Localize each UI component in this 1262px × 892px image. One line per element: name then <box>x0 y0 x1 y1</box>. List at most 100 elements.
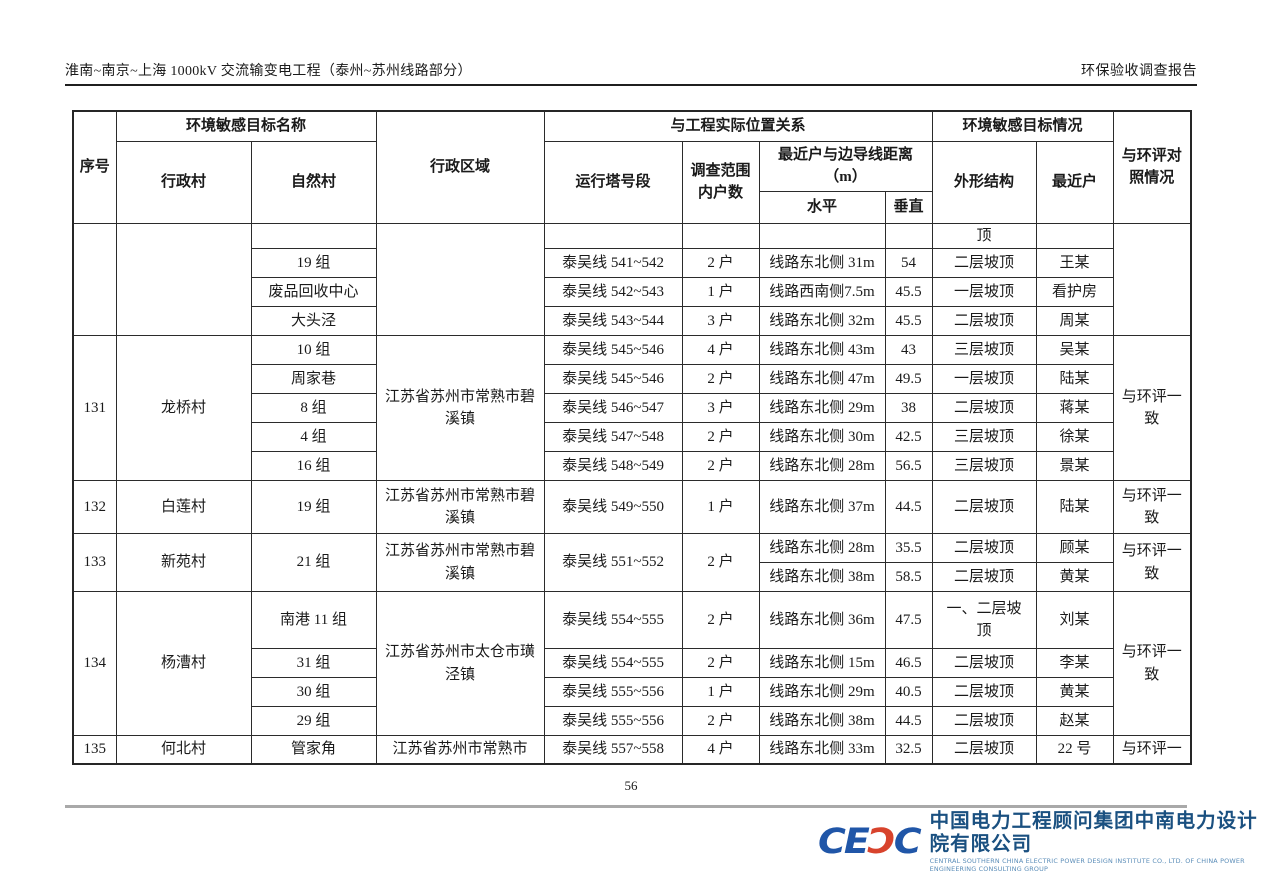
table-cell: 2 户 <box>681 706 760 736</box>
table-cell: 泰吴线 546~547 <box>543 393 683 423</box>
table-cell: 二层坡顶 <box>931 562 1037 592</box>
company-name-en: CENTRAL SOUTHERN CHINA ELECTRIC POWER DE… <box>929 857 1245 874</box>
table-row: 31 组 泰吴线 554~555 2 户线路东北侧 15m 46.5 二层坡顶 李某 <box>73 648 1191 678</box>
table-cell: 与环评一 <box>1112 735 1192 764</box>
table-cell: 新苑村 <box>115 533 252 592</box>
table-cell: 线路东北侧 30m <box>758 422 886 452</box>
table-cell: 徐某 <box>1035 422 1114 452</box>
header-row-3: 水平 垂直 <box>73 190 1191 224</box>
table-cell: 31 组 <box>250 648 377 678</box>
table-cell: 何北村 <box>115 735 252 764</box>
table-cell: 泰吴线 549~550 <box>543 480 683 534</box>
col-header-distance: 最近户与边导线距离（m） <box>758 140 933 192</box>
table-cell: 泰吴线 554~555 <box>543 648 683 678</box>
table-cell: 46.5 <box>884 648 933 678</box>
table-cell: 58.5 <box>884 562 933 592</box>
table-cell: 35.5 <box>884 533 933 563</box>
table-cell: 线路东北侧 43m <box>758 335 886 365</box>
table-cell: 4 户 <box>681 735 760 764</box>
footer-divider <box>65 805 1187 808</box>
cesc-logo-icon: CEƆC <box>818 820 922 862</box>
table-cell: 顶 <box>931 222 1037 249</box>
table-cell: 10 组 <box>250 335 377 365</box>
header-row-1: 序号 环境敏感目标名称 行政区域 与工程实际位置关系 环境敏感目标情况 与环评对… <box>72 110 1192 224</box>
table-cell: 8 组 <box>250 393 377 423</box>
table-cell: 54 <box>884 248 933 278</box>
table-cell: 线路东北侧 28m <box>758 451 886 481</box>
table-cell: 19 组 <box>250 480 377 534</box>
col-header-households: 调查范围内户数 <box>681 140 760 224</box>
company-logo: CEƆC 中国电力工程顾问集团中南电力设计院有限公司 CENTRAL SOUTH… <box>818 809 1262 874</box>
table-cell: 2 户 <box>681 364 760 394</box>
page-number: 56 <box>624 778 638 793</box>
table-cell <box>375 222 545 336</box>
table-cell: 顾某 <box>1035 533 1114 563</box>
table-cell: 一、二层坡 顶 <box>931 591 1037 649</box>
table-cell: 黄某 <box>1035 677 1114 707</box>
table-cell: 线路东北侧 29m <box>758 393 886 423</box>
table-cell: 38 <box>884 393 933 423</box>
header-report-title: 环保验收调查报告 <box>1081 64 1197 79</box>
col-header-target-name-group: 环境敏感目标名称 <box>115 110 377 142</box>
table-cell: 21 组 <box>250 533 377 592</box>
logo-letter-blue: C <box>818 820 846 862</box>
table-cell: 4 户 <box>681 335 760 365</box>
table-cell: 与环评一致 <box>1112 480 1192 534</box>
table-row: 大头泾 泰吴线 543~544 3 户线路东北侧 32m 45.5 二层坡顶 周某 <box>73 306 1191 336</box>
table-cell: 泰吴线 545~546 <box>543 335 683 365</box>
table-cell: 3 户 <box>681 306 760 336</box>
table-cell: 三层坡顶 <box>931 335 1037 365</box>
col-header-nearest: 最近户 <box>1035 140 1114 224</box>
table-cell: 44.5 <box>884 480 933 534</box>
table-cell: 泰吴线 555~556 <box>543 706 683 736</box>
table-cell: 三层坡顶 <box>931 451 1037 481</box>
table-cell: 2 户 <box>681 648 760 678</box>
table-cell: 白莲村 <box>115 480 252 534</box>
table-cell <box>72 222 117 336</box>
col-header-compare: 与环评对照情况 <box>1112 110 1192 224</box>
table-cell: 线路东北侧 47m <box>758 364 886 394</box>
table-cell: 泰吴线 554~555 <box>543 591 683 649</box>
table-cell: 2 户 <box>681 533 760 592</box>
table-row: 线路东北侧 38m 58.5 二层坡顶 黄某 <box>73 562 1191 592</box>
table-cell: 45.5 <box>884 277 933 307</box>
table-cell: 4 组 <box>250 422 377 452</box>
table-body: 顶 19 组泰吴线 541~542 2 户线路东北侧 31m 54 二层坡顶 王某 废品回收… <box>72 222 1192 764</box>
table-cell: 泰吴线 545~546 <box>543 364 683 394</box>
table-cell: 李某 <box>1035 648 1114 678</box>
table-cell: 二层坡顶 <box>931 393 1037 423</box>
table-cell: 43 <box>884 335 933 365</box>
logo-letter-blue: E <box>843 820 870 862</box>
col-header-tower-section: 运行塔号段 <box>543 140 683 224</box>
table-cell: 与环评一致 <box>1112 335 1192 481</box>
table-cell: 三层坡顶 <box>931 422 1037 452</box>
table-cell: 线路东北侧 29m <box>758 677 886 707</box>
table-row: 周家巷 泰吴线 545~546 2 户线路东北侧 47m 49.5 一层坡顶 陆某 <box>73 364 1191 394</box>
table-cell: 龙桥村 <box>115 335 252 481</box>
table-cell: 135 <box>72 735 117 764</box>
table-cell: 3 户 <box>681 393 760 423</box>
logo-letter-red: Ɔ <box>867 820 896 862</box>
table-cell: 1 户 <box>681 480 760 534</box>
table-cell: 泰吴线 547~548 <box>543 422 683 452</box>
table-cell: 45.5 <box>884 306 933 336</box>
table-cell: 1 户 <box>681 677 760 707</box>
header-project-title: 淮南~南京~上海 1000kV 交流输变电工程（泰州~苏州线路部分） <box>65 64 472 79</box>
table-cell: 二层坡顶 <box>931 533 1037 563</box>
table-cell: 2 户 <box>681 451 760 481</box>
table-cell: 线路东北侧 15m <box>758 648 886 678</box>
table-cell: 与环评一致 <box>1112 533 1192 592</box>
table-row: 133 新苑村 21 组江苏省苏州市常熟市碧溪镇 泰吴线 551~552 2 户线路东北… <box>72 533 1192 592</box>
table-cell: 大头泾 <box>250 306 377 336</box>
table-cell: 赵某 <box>1035 706 1114 736</box>
table-cell: 二层坡顶 <box>931 480 1037 534</box>
table-cell: 江苏省苏州市常熟市碧溪镇 <box>375 533 545 592</box>
table-cell: 133 <box>72 533 117 592</box>
col-header-natural-village: 自然村 <box>250 140 377 224</box>
table-cell: 44.5 <box>884 706 933 736</box>
table-cell: 132 <box>72 480 117 534</box>
table-cell: 泰吴线 551~552 <box>543 533 683 592</box>
table-row: 4 组 泰吴线 547~548 2 户线路东北侧 30m 42.5 三层坡顶 徐某 <box>73 422 1191 452</box>
table-cell: 2 户 <box>681 591 760 649</box>
table-cell: 线路东北侧 38m <box>758 562 886 592</box>
